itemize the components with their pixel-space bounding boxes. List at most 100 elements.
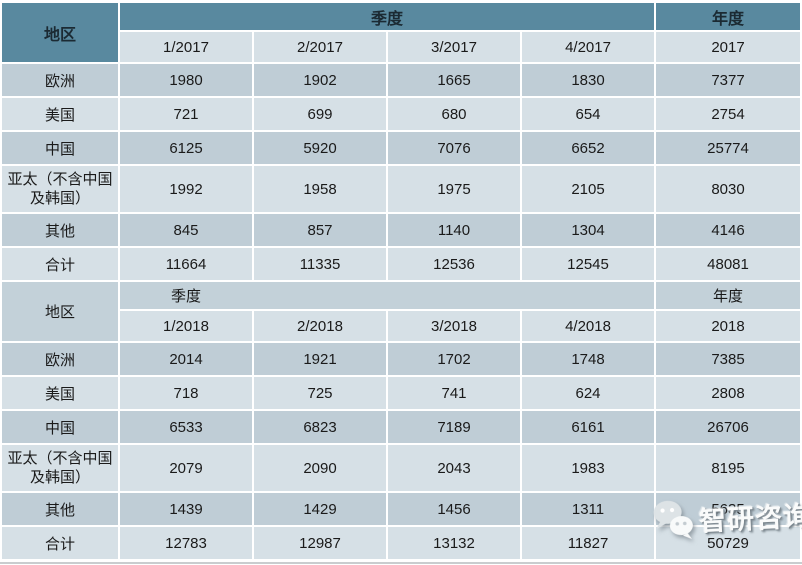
value-cell: 1902: [254, 64, 386, 96]
year-group-header: 年度: [656, 3, 801, 30]
table-row: 中国 6533 6823 7189 6161 26706: [2, 411, 801, 443]
section1-column-header-row: 1/2017 2/2017 3/2017 4/2017 2017: [2, 32, 801, 62]
value-cell: 1921: [254, 343, 386, 375]
value-cell: 7377: [656, 64, 801, 96]
year-col-header: 2018: [656, 311, 801, 341]
value-cell: 1748: [522, 343, 655, 375]
value-cell: 26706: [656, 411, 801, 443]
value-cell: 11664: [120, 248, 252, 280]
value-cell: 2014: [120, 343, 252, 375]
table-row: 亚太（不含中国及韩国） 2079 2090 2043 1983 8195: [2, 445, 801, 491]
quarter-group-label: 季度: [170, 288, 201, 305]
table-row: 中国 6125 5920 7076 6652 25774: [2, 132, 801, 164]
region-label: 欧洲: [2, 64, 118, 96]
value-cell: 2043: [388, 445, 520, 491]
table-row: 美国 721 699 680 654 2754: [2, 98, 801, 130]
quarter-col-header: 2/2017: [254, 32, 386, 62]
year-group-header: 年度: [656, 282, 801, 309]
value-cell: 7385: [656, 343, 801, 375]
region-label: 亚太（不含中国及韩国）: [2, 445, 118, 491]
region-label: 中国: [2, 132, 118, 164]
value-cell: 8195: [656, 445, 801, 491]
value-cell: 2079: [120, 445, 252, 491]
table-row: 亚太（不含中国及韩国） 1992 1958 1975 2105 8030: [2, 166, 801, 212]
table-row: 欧洲 2014 1921 1702 1748 7385: [2, 343, 801, 375]
value-cell: 1975: [388, 166, 520, 212]
quarter-col-header: 2/2018: [254, 311, 386, 341]
value-cell: 7189: [388, 411, 520, 443]
year-col-header: 2017: [656, 32, 801, 62]
quarter-group-header: 季度: [120, 282, 655, 309]
quarter-group-header: 季度: [120, 3, 655, 30]
value-cell: 25774: [656, 132, 801, 164]
quarter-col-header: 4/2017: [522, 32, 655, 62]
value-cell: 11335: [254, 248, 386, 280]
region-label: 合计: [2, 248, 118, 280]
table-row: 美国 718 725 741 624 2808: [2, 377, 801, 409]
region-label: 美国: [2, 377, 118, 409]
value-cell: 1311: [522, 493, 655, 525]
value-cell: 718: [120, 377, 252, 409]
region-label: 其他: [2, 493, 118, 525]
region-label: 其他: [2, 214, 118, 246]
value-cell: 12987: [254, 527, 386, 559]
value-cell: 1140: [388, 214, 520, 246]
value-cell: 1304: [522, 214, 655, 246]
value-cell: 11827: [522, 527, 655, 559]
value-cell: 48081: [656, 248, 801, 280]
region-label: 美国: [2, 98, 118, 130]
region-column-header: 地区: [2, 3, 118, 62]
region-label: 亚太（不含中国及韩国）: [2, 166, 118, 212]
section1-group-header-row: 地区 季度 年度: [2, 3, 801, 62]
value-cell: 624: [522, 377, 655, 409]
quarter-col-header: 3/2017: [388, 32, 520, 62]
value-cell: 741: [388, 377, 520, 409]
value-cell: 1958: [254, 166, 386, 212]
value-cell: 5635: [656, 493, 801, 525]
quarter-col-header: 1/2018: [120, 311, 252, 341]
value-cell: 2754: [656, 98, 801, 130]
value-cell: 50729: [656, 527, 801, 559]
value-cell: 1830: [522, 64, 655, 96]
table-row: 其他 1439 1429 1456 1311 5635: [2, 493, 801, 525]
value-cell: 13132: [388, 527, 520, 559]
region-label: 合计: [2, 527, 118, 559]
value-cell: 5920: [254, 132, 386, 164]
value-cell: 2090: [254, 445, 386, 491]
quarter-col-header: 3/2018: [388, 311, 520, 341]
section2-group-header-row: 地区 季度 年度: [2, 282, 801, 341]
section2-column-header-row: 1/2018 2/2018 3/2018 4/2018 2018: [2, 311, 801, 341]
value-cell: 1992: [120, 166, 252, 212]
value-cell: 6161: [522, 411, 655, 443]
value-cell: 1702: [388, 343, 520, 375]
value-cell: 6823: [254, 411, 386, 443]
value-cell: 4146: [656, 214, 801, 246]
value-cell: 845: [120, 214, 252, 246]
region-column-header: 地区: [2, 282, 118, 341]
value-cell: 680: [388, 98, 520, 130]
value-cell: 6533: [120, 411, 252, 443]
table-row: 欧洲 1980 1902 1665 1830 7377: [2, 64, 801, 96]
total-row: 合计 12783 12987 13132 11827 50729: [2, 527, 801, 559]
quarter-col-header: 4/2018: [522, 311, 655, 341]
value-cell: 1980: [120, 64, 252, 96]
table-row: 其他 845 857 1140 1304 4146: [2, 214, 801, 246]
value-cell: 1983: [522, 445, 655, 491]
bottom-divider: [0, 562, 802, 564]
value-cell: 725: [254, 377, 386, 409]
value-cell: 2808: [656, 377, 801, 409]
value-cell: 6652: [522, 132, 655, 164]
value-cell: 1439: [120, 493, 252, 525]
region-label: 欧洲: [2, 343, 118, 375]
value-cell: 8030: [656, 166, 801, 212]
value-cell: 1429: [254, 493, 386, 525]
value-cell: 654: [522, 98, 655, 130]
value-cell: 721: [120, 98, 252, 130]
value-cell: 12536: [388, 248, 520, 280]
quarter-col-header: 1/2017: [120, 32, 252, 62]
region-label: 中国: [2, 411, 118, 443]
value-cell: 699: [254, 98, 386, 130]
value-cell: 857: [254, 214, 386, 246]
